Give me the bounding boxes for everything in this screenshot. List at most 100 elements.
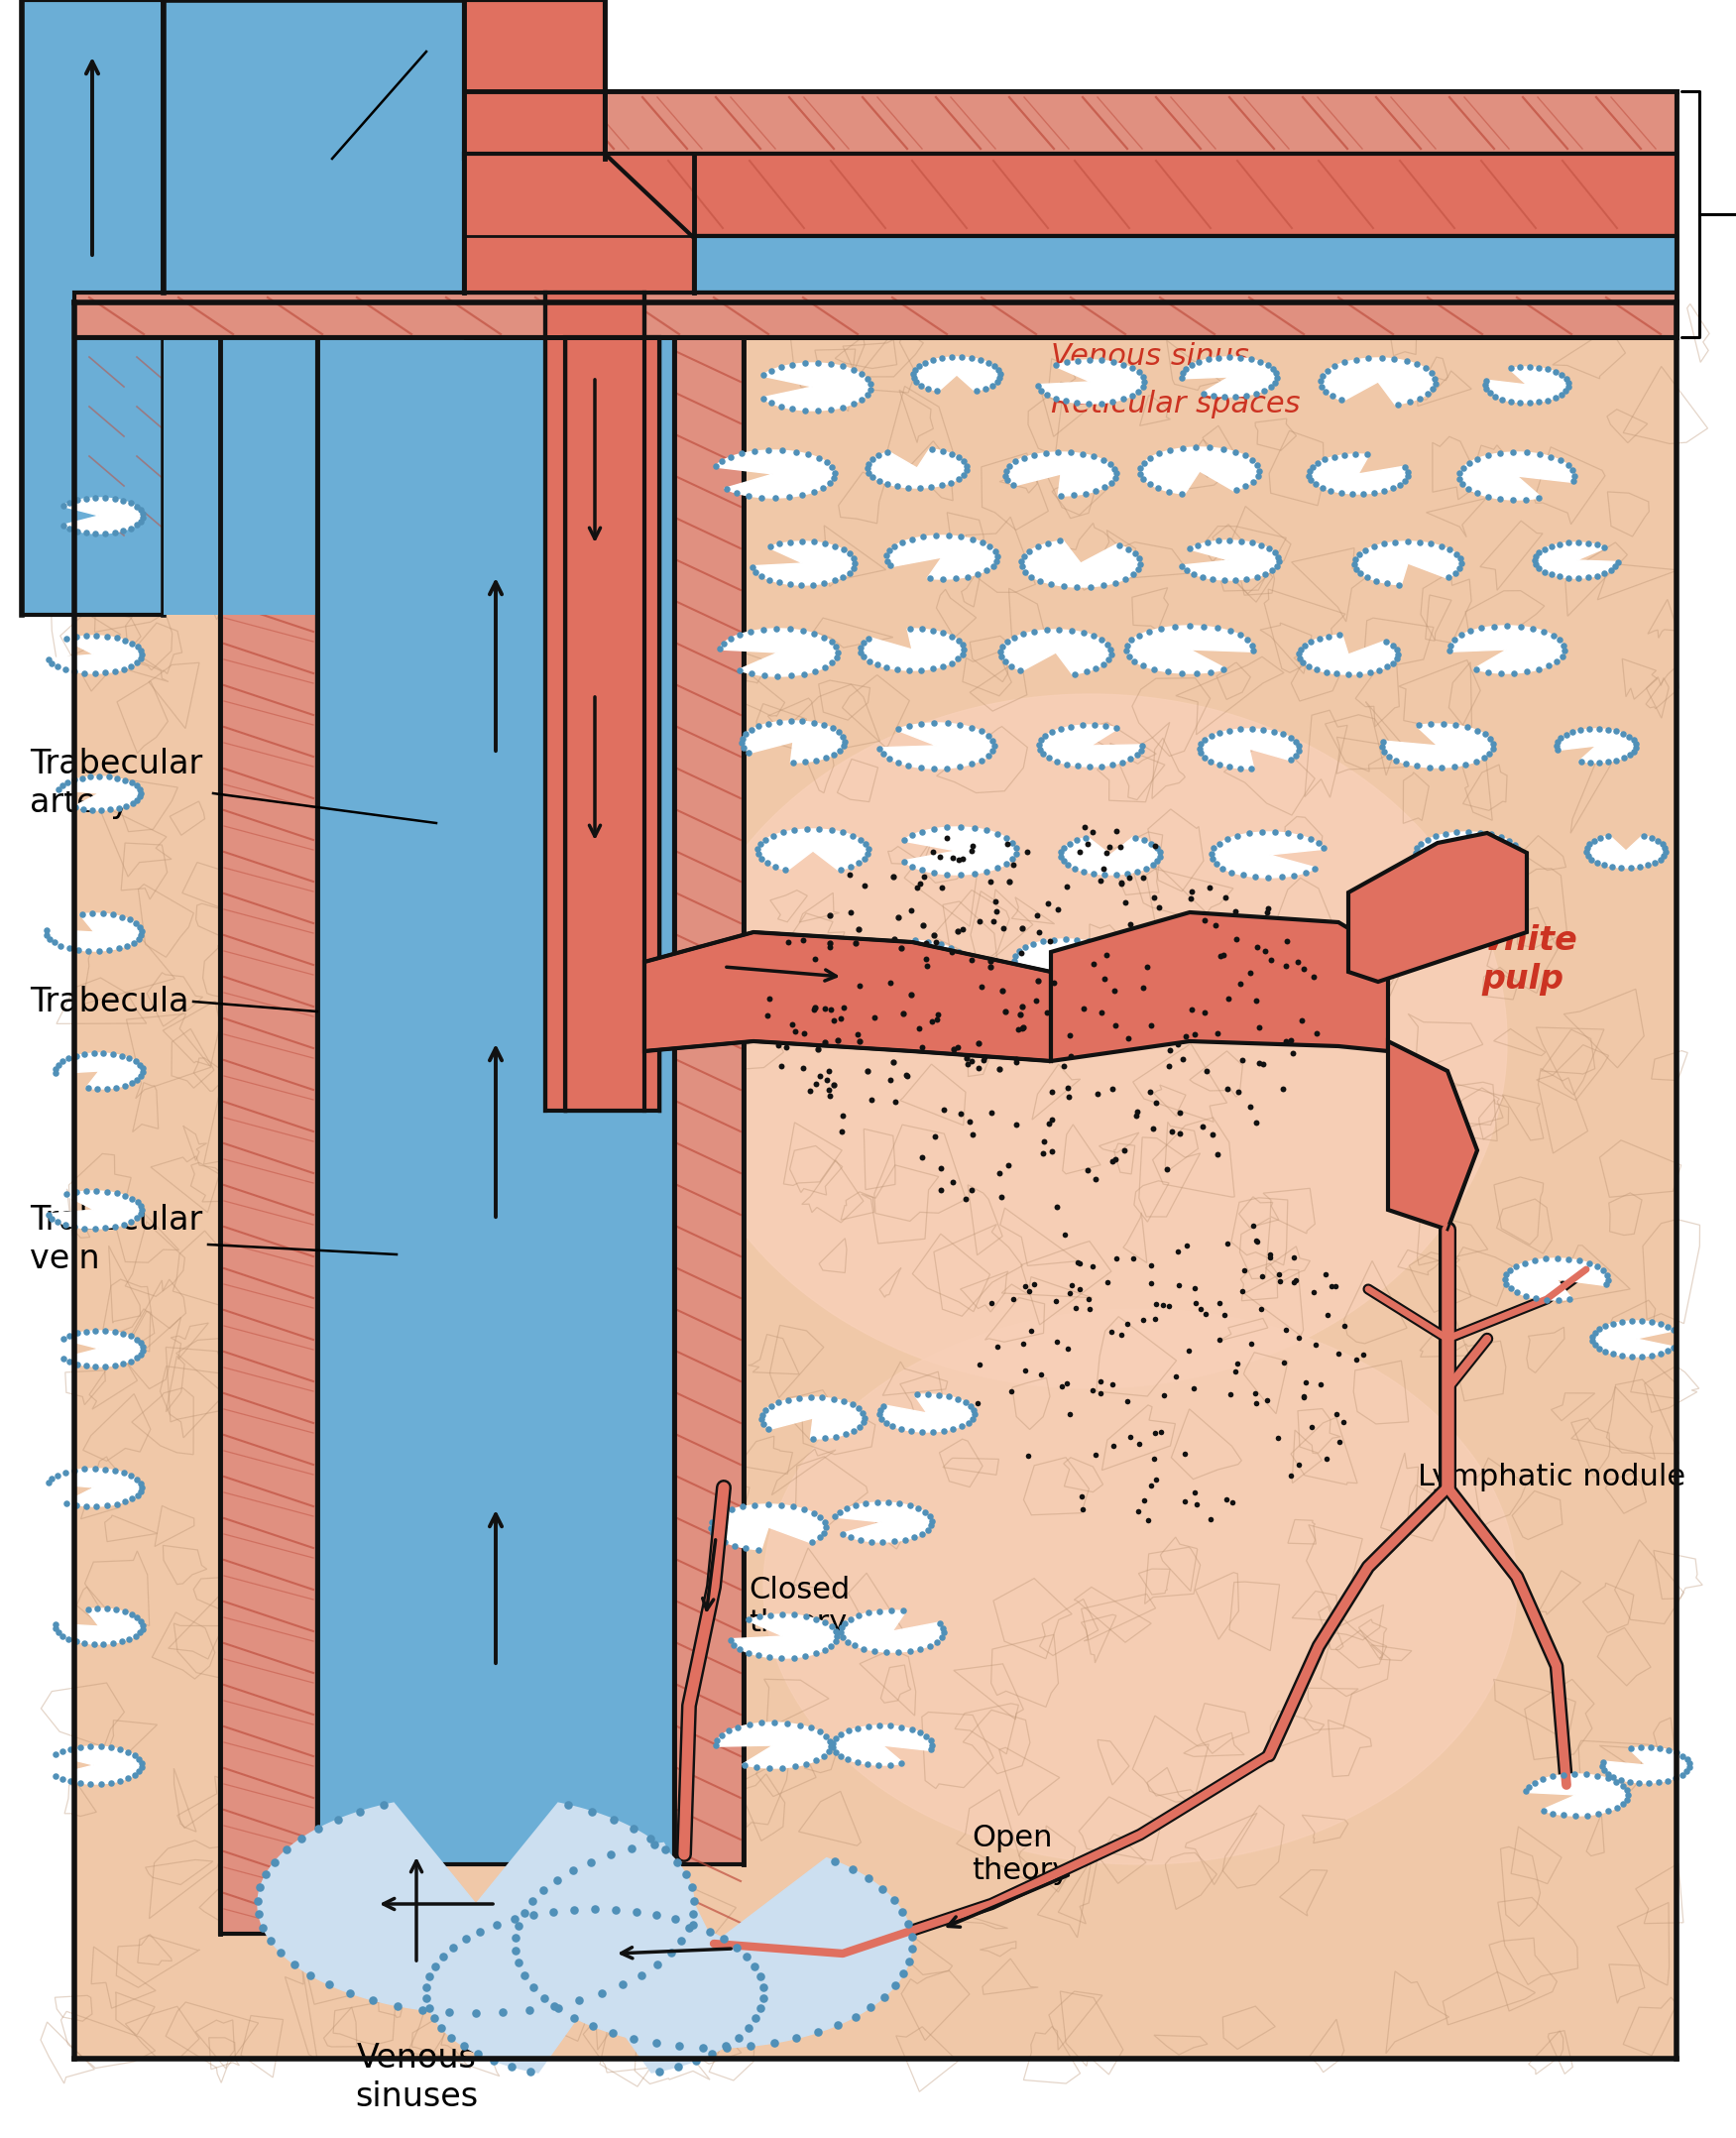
- Point: [92, 1210, 120, 1244]
- Point: [36, 921, 64, 956]
- Point: [981, 885, 1009, 919]
- Polygon shape: [1460, 453, 1575, 500]
- Point: [904, 348, 932, 383]
- Point: [903, 1377, 930, 1411]
- Point: [82, 1452, 109, 1486]
- Point: [1408, 827, 1436, 862]
- Point: [910, 859, 937, 894]
- Point: [981, 348, 1009, 383]
- Point: [1573, 1757, 1601, 1792]
- Point: [755, 1640, 783, 1674]
- Point: [1286, 641, 1314, 676]
- Point: [814, 1734, 842, 1768]
- Point: [977, 368, 1005, 402]
- Point: [1064, 1246, 1092, 1281]
- Point: [773, 1031, 800, 1065]
- Point: [887, 1710, 915, 1745]
- Point: [1095, 641, 1123, 676]
- Point: [844, 1018, 871, 1052]
- Point: [1253, 1383, 1281, 1417]
- Point: [842, 1999, 870, 2033]
- Point: [826, 1616, 854, 1651]
- Point: [880, 1524, 908, 1559]
- Point: [887, 526, 915, 560]
- Point: [679, 1907, 707, 1941]
- Polygon shape: [1417, 832, 1519, 874]
- Point: [1382, 633, 1410, 667]
- Point: [1312, 1441, 1340, 1475]
- Point: [1130, 823, 1158, 857]
- Point: [1318, 378, 1345, 413]
- Point: [1450, 451, 1477, 485]
- Point: [1510, 1246, 1538, 1281]
- Point: [917, 1723, 944, 1757]
- Point: [1616, 1764, 1644, 1798]
- Point: [1630, 819, 1658, 853]
- Point: [127, 1616, 155, 1651]
- Point: [812, 1719, 840, 1753]
- Point: [717, 622, 745, 656]
- Point: [799, 1422, 826, 1456]
- Point: [818, 451, 845, 485]
- Point: [1311, 832, 1338, 866]
- Point: [1182, 1488, 1210, 1522]
- Point: [1229, 1043, 1257, 1078]
- Point: [851, 842, 878, 877]
- Point: [1146, 840, 1174, 874]
- Point: [1413, 376, 1441, 410]
- Point: [1094, 1266, 1121, 1300]
- Point: [127, 1604, 155, 1638]
- Point: [891, 823, 918, 857]
- Point: [1312, 1257, 1340, 1291]
- Polygon shape: [163, 235, 1677, 616]
- Point: [1118, 378, 1146, 413]
- Point: [505, 1909, 533, 1943]
- Point: [1594, 1762, 1621, 1796]
- Point: [576, 1845, 604, 1879]
- Point: [1521, 1281, 1549, 1315]
- Point: [984, 851, 1012, 885]
- Point: [929, 434, 957, 468]
- Point: [1625, 1766, 1653, 1800]
- Point: [790, 1016, 818, 1050]
- Point: [1300, 960, 1328, 994]
- Point: [1090, 648, 1118, 682]
- Point: [123, 509, 151, 543]
- Point: [123, 1202, 151, 1236]
- Point: [1139, 849, 1167, 883]
- Point: [1585, 1313, 1613, 1347]
- Point: [101, 1349, 128, 1383]
- Point: [1446, 541, 1474, 575]
- Point: [818, 391, 845, 425]
- Point: [1549, 378, 1576, 413]
- Point: [778, 703, 806, 738]
- Point: [918, 1728, 946, 1762]
- Point: [83, 1071, 111, 1105]
- Point: [1540, 618, 1568, 652]
- Point: [797, 1073, 825, 1107]
- Point: [1205, 1285, 1233, 1319]
- Point: [776, 611, 804, 646]
- Point: [948, 956, 976, 990]
- Point: [988, 629, 1016, 663]
- Point: [894, 1907, 922, 1941]
- Point: [1101, 1009, 1128, 1043]
- Point: [1295, 453, 1323, 487]
- Point: [531, 1982, 559, 2016]
- Point: [92, 1452, 120, 1486]
- Point: [800, 992, 828, 1026]
- Point: [958, 710, 986, 744]
- Point: [835, 1742, 863, 1777]
- Point: [858, 1990, 885, 2025]
- Point: [1026, 564, 1054, 599]
- Point: [1115, 532, 1142, 567]
- Point: [1026, 733, 1054, 768]
- Point: [1168, 357, 1196, 391]
- Point: [68, 896, 95, 930]
- Point: [1165, 1268, 1193, 1302]
- Point: [1614, 1777, 1642, 1811]
- Point: [38, 646, 66, 680]
- Point: [102, 1071, 130, 1105]
- Point: [1342, 436, 1370, 470]
- Point: [122, 1043, 149, 1078]
